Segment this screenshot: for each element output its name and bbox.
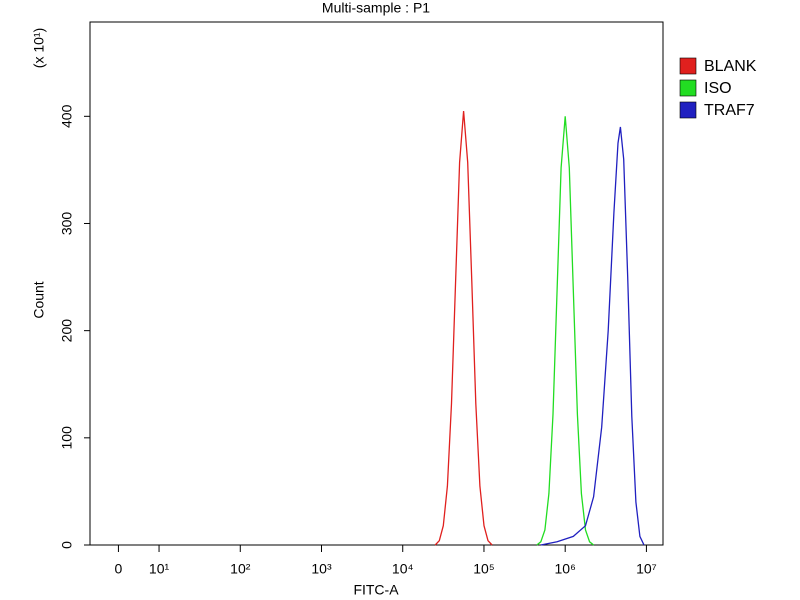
legend-swatch <box>679 57 697 75</box>
y-tick-label: 200 <box>59 319 75 343</box>
x-tick-label: 10⁵ <box>473 561 494 577</box>
series-line <box>540 126 645 546</box>
plot-frame <box>89 21 664 546</box>
legend-swatch <box>679 79 697 97</box>
x-tick-label: 10⁶ <box>555 561 576 577</box>
y-tick-label: 100 <box>59 426 75 450</box>
legend-label: ISO <box>704 80 732 97</box>
x-tick-label: 10¹ <box>149 561 170 577</box>
y-tick-label: 300 <box>59 212 75 236</box>
y-axis-multiplier: (x 10¹) <box>31 28 47 68</box>
chart-title: Multi-sample : P1 <box>322 0 430 16</box>
x-tick-label: 10⁷ <box>636 561 657 577</box>
legend-swatch <box>679 101 697 119</box>
y-tick-label: 400 <box>59 104 75 128</box>
x-tick-label: 10⁴ <box>392 561 414 577</box>
legend-label: TRAF7 <box>704 102 755 119</box>
x-tick-label: 10² <box>230 561 251 577</box>
legend-label: BLANK <box>704 58 757 75</box>
x-tick-label: 0 <box>115 561 123 577</box>
y-tick-label: 0 <box>59 541 75 549</box>
series-line <box>434 110 493 546</box>
series-line <box>536 116 595 546</box>
x-axis-label: FITC-A <box>353 582 399 598</box>
x-tick-label: 10³ <box>311 561 332 577</box>
y-axis-label: Count <box>31 281 47 318</box>
